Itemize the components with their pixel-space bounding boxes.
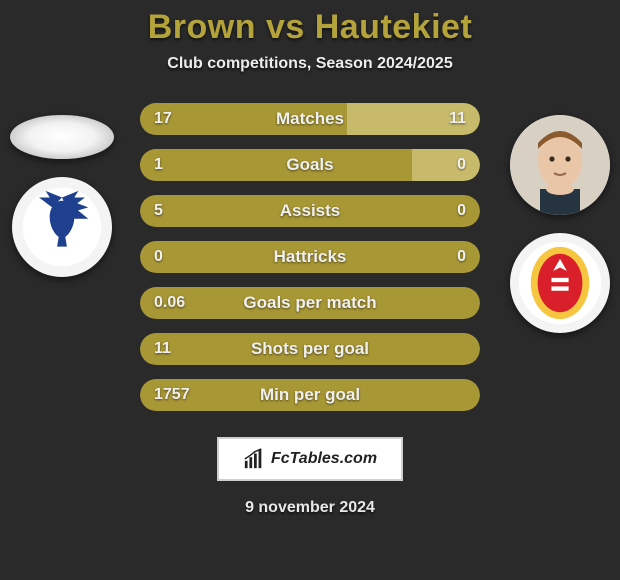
stat-row: 17 Matches 11: [140, 103, 480, 135]
face-placeholder-icon: [510, 115, 610, 215]
left-side: [10, 115, 114, 277]
stat-label: Min per goal: [260, 385, 360, 405]
chart-icon: [243, 448, 265, 470]
stat-label: Hattricks: [274, 247, 347, 267]
stat-left-value: 0: [154, 248, 163, 266]
stat-row: 5 Assists 0: [140, 195, 480, 227]
stat-right-value: 0: [457, 156, 466, 174]
brand-text: FcTables.com: [271, 450, 377, 468]
stat-left-value: 0.06: [154, 294, 185, 312]
stats-list: 17Matches111Goals05Assists00Hattricks00.…: [140, 103, 480, 411]
stat-label: Assists: [280, 201, 340, 221]
stat-label: Matches: [276, 109, 344, 129]
stat-row: 0 Hattricks 0: [140, 241, 480, 273]
page-title: Brown vs Hautekiet: [148, 8, 473, 47]
club-right-crest: [510, 233, 610, 333]
subtitle: Club competitions, Season 2024/2025: [167, 55, 452, 73]
player-left-avatar: [10, 115, 114, 159]
stat-left-value: 11: [154, 340, 171, 358]
stat-left-value: 1: [154, 156, 163, 174]
stat-row: 11 Shots per goal: [140, 333, 480, 365]
stat-left-value: 5: [154, 202, 163, 220]
stat-row: 1757 Min per goal: [140, 379, 480, 411]
stat-right-value: 0: [457, 248, 466, 266]
club-left-crest: [12, 177, 112, 277]
stat-label: Goals per match: [243, 293, 376, 313]
stat-left-value: 17: [154, 110, 172, 128]
stat-label: Shots per goal: [251, 339, 369, 359]
brand-watermark: FcTables.com: [217, 437, 403, 481]
stat-left-value: 1757: [154, 386, 190, 404]
comparison-card: Brown vs Hautekiet Club competitions, Se…: [0, 0, 620, 580]
standard-crest-icon: [517, 240, 603, 326]
stat-right-value: 11: [449, 110, 466, 128]
stat-row: 1 Goals 0: [140, 149, 480, 181]
gent-crest-icon: [21, 186, 103, 268]
stat-right-value: 0: [457, 202, 466, 220]
date-label: 9 november 2024: [245, 499, 375, 517]
player-right-avatar: [510, 115, 610, 215]
stat-row: 0.06 Goals per match: [140, 287, 480, 319]
right-side: [510, 115, 610, 333]
stat-label: Goals: [286, 155, 333, 175]
